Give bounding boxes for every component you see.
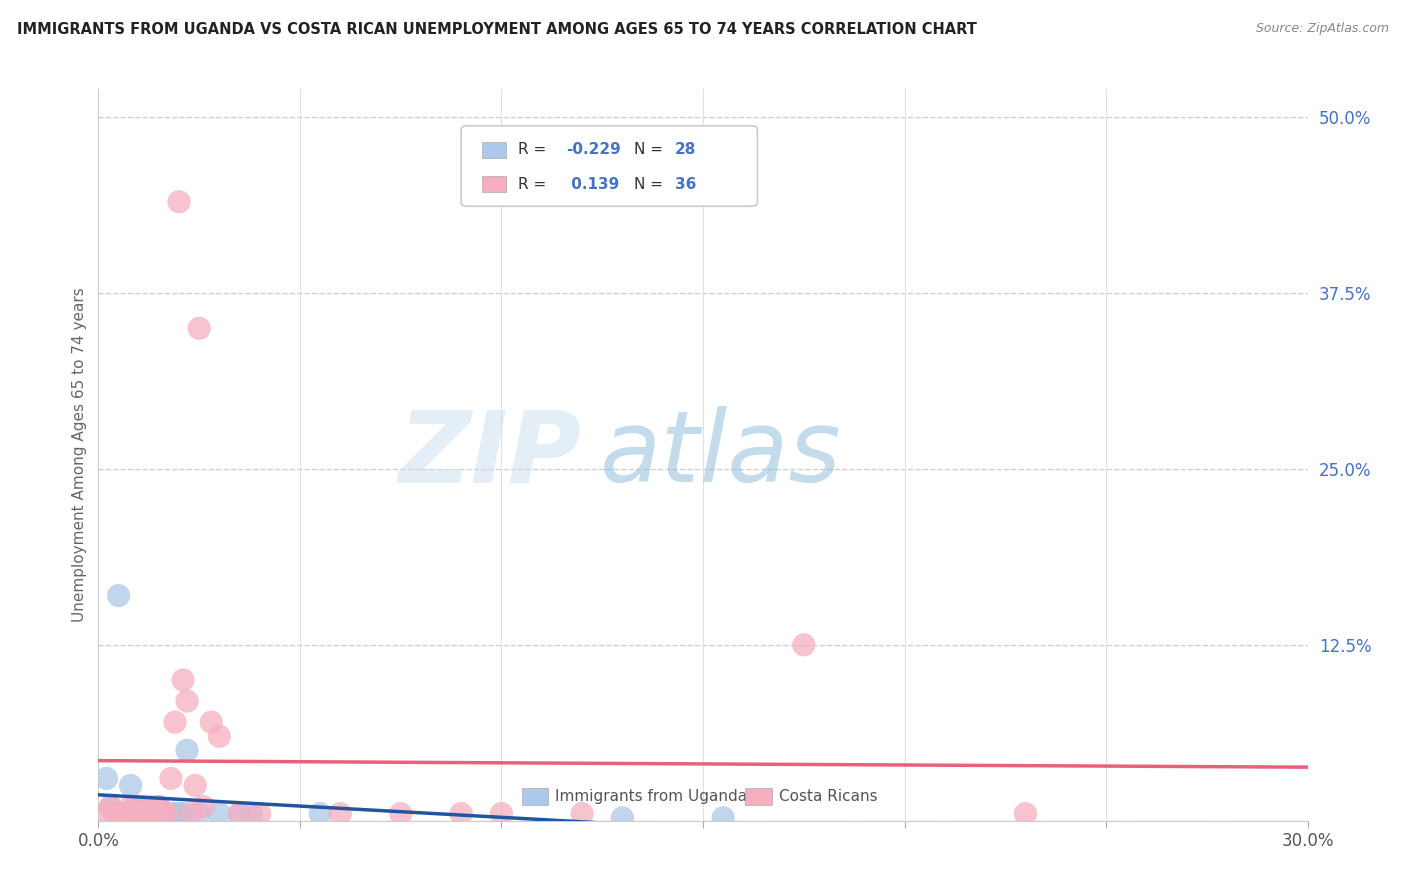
Point (176, 694, 198, 708)
Point (148, 799, 170, 814)
Point (100, 799, 122, 814)
Text: Costa Ricans: Costa Ricans (779, 789, 877, 804)
Point (172, 673, 194, 687)
Text: R =: R = (517, 177, 551, 192)
Point (389, 806, 412, 821)
Point (100, 799, 122, 814)
Text: Immigrants from Uganda: Immigrants from Uganda (555, 789, 748, 804)
Point (180, 806, 202, 821)
Text: 0.139: 0.139 (567, 177, 620, 192)
Point (329, 806, 352, 821)
Point (103, 806, 125, 821)
Bar (482, 142, 506, 158)
Text: R =: R = (517, 143, 551, 157)
Text: N =: N = (634, 143, 668, 157)
Point (135, 806, 157, 821)
Point (135, 806, 157, 821)
Point (120, 779, 142, 793)
Text: -0.229: -0.229 (567, 143, 621, 157)
Point (111, 806, 134, 821)
Point (156, 806, 179, 821)
Y-axis label: Unemployment Among Ages 65 to 74 years: Unemployment Among Ages 65 to 74 years (72, 287, 87, 623)
Text: 36: 36 (675, 177, 696, 192)
Point (240, 806, 263, 821)
Point (793, 638, 815, 652)
Point (160, 806, 183, 821)
Point (163, 715, 186, 730)
Point (188, 321, 211, 335)
Text: atlas: atlas (600, 407, 842, 503)
Point (96, 772, 118, 786)
Point (193, 799, 215, 814)
Point (163, 806, 186, 821)
Point (309, 806, 332, 821)
Point (115, 806, 138, 821)
Point (167, 806, 190, 821)
Point (143, 806, 166, 821)
Point (132, 799, 155, 814)
Point (115, 806, 138, 821)
Point (143, 806, 166, 821)
Point (152, 806, 174, 821)
Point (103, 806, 125, 821)
Point (184, 779, 207, 793)
Point (107, 806, 129, 821)
Point (124, 806, 146, 821)
Point (176, 743, 198, 757)
Point (132, 806, 155, 821)
Point (139, 806, 162, 821)
Point (200, 715, 222, 730)
Point (128, 806, 150, 821)
Point (172, 806, 194, 821)
Point (156, 806, 179, 821)
Bar (482, 177, 506, 193)
Point (167, 194, 190, 209)
Point (124, 799, 146, 814)
Point (152, 806, 174, 821)
Text: ZIP: ZIP (399, 407, 582, 503)
Point (491, 806, 513, 821)
Text: N =: N = (634, 177, 668, 192)
Point (612, 811, 634, 825)
Point (160, 772, 183, 786)
Point (139, 799, 162, 814)
FancyBboxPatch shape (461, 126, 758, 206)
Point (128, 799, 150, 814)
Point (711, 811, 734, 825)
Text: 28: 28 (675, 143, 696, 157)
Bar (522, 789, 548, 805)
Text: Source: ZipAtlas.com: Source: ZipAtlas.com (1256, 22, 1389, 36)
Point (228, 806, 250, 821)
Point (208, 806, 231, 821)
Text: IMMIGRANTS FROM UGANDA VS COSTA RICAN UNEMPLOYMENT AMONG AGES 65 TO 74 YEARS COR: IMMIGRANTS FROM UGANDA VS COSTA RICAN UN… (17, 22, 977, 37)
Point (228, 806, 250, 821)
Point (96, 806, 118, 821)
Point (1014, 806, 1036, 821)
Point (120, 799, 142, 814)
Point (148, 799, 170, 814)
Point (571, 806, 593, 821)
Bar (745, 789, 772, 805)
Point (111, 806, 134, 821)
Point (450, 806, 472, 821)
Point (249, 806, 271, 821)
Point (208, 729, 231, 743)
Point (188, 806, 211, 821)
Point (107, 589, 129, 603)
